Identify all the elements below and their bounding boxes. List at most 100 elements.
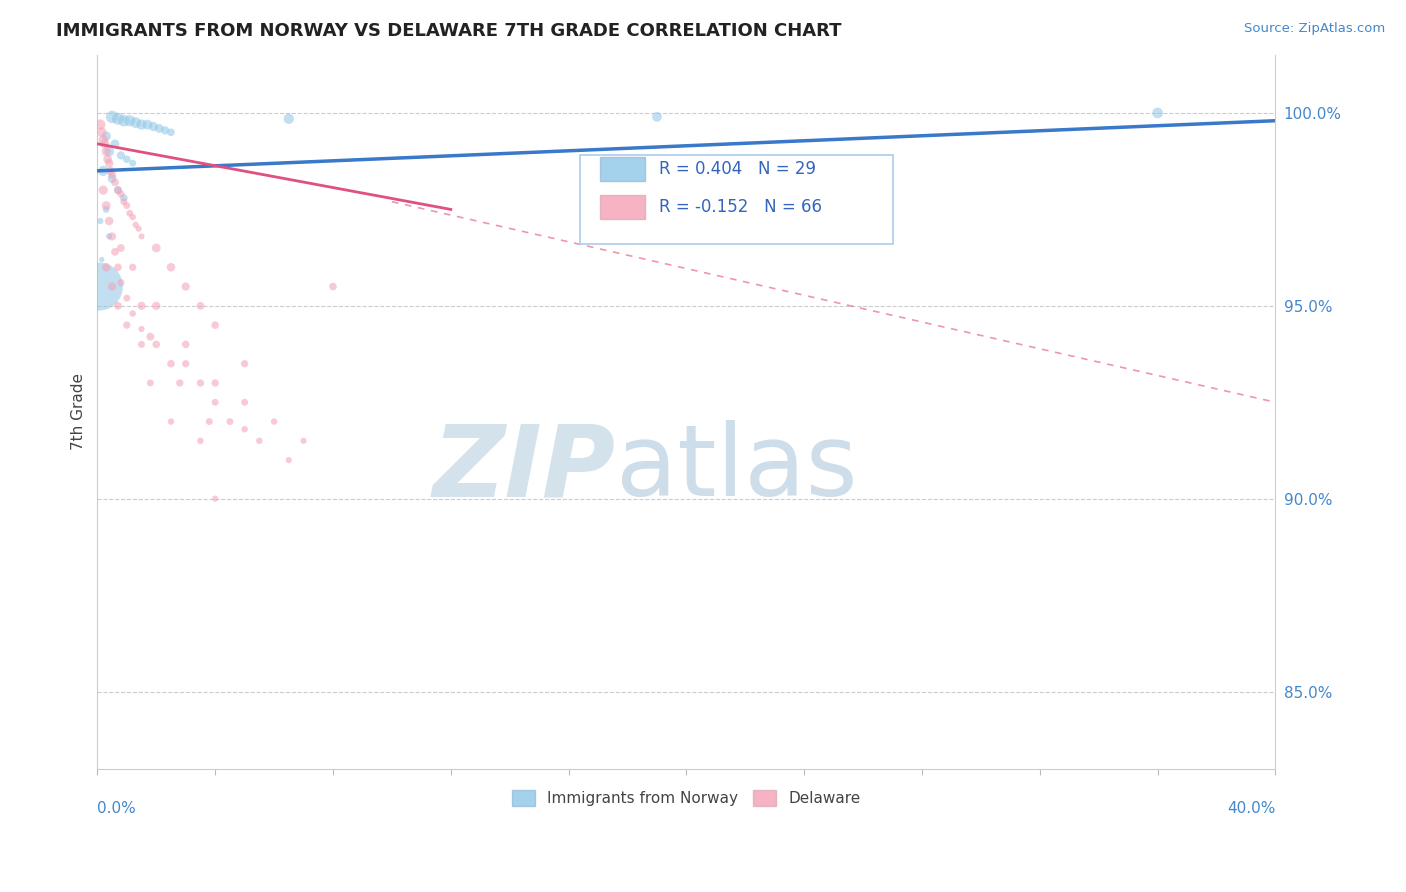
- Point: [110, 148, 132, 162]
- Point: [118, 206, 141, 220]
- Point: [277, 112, 299, 126]
- Point: [104, 244, 127, 259]
- Point: [124, 218, 146, 232]
- Point: [124, 115, 146, 129]
- Text: atlas: atlas: [616, 420, 858, 517]
- Point: [322, 279, 344, 293]
- Point: [160, 125, 183, 139]
- Point: [115, 318, 138, 332]
- Point: [110, 276, 132, 290]
- Point: [107, 183, 129, 197]
- Point: [115, 153, 138, 167]
- Text: ZIP: ZIP: [433, 420, 616, 517]
- Point: [110, 241, 132, 255]
- Bar: [600, 195, 645, 219]
- Bar: [600, 157, 645, 181]
- Point: [160, 260, 183, 275]
- Point: [91, 164, 114, 178]
- Point: [204, 376, 226, 390]
- Point: [198, 415, 221, 429]
- Point: [263, 415, 285, 429]
- FancyBboxPatch shape: [581, 155, 893, 244]
- Point: [204, 318, 226, 332]
- Point: [142, 120, 165, 134]
- Point: [101, 279, 124, 293]
- Point: [131, 337, 153, 351]
- Point: [233, 422, 256, 436]
- Point: [145, 241, 167, 255]
- Point: [190, 434, 212, 448]
- Point: [96, 129, 118, 144]
- Point: [110, 186, 132, 201]
- Point: [96, 145, 118, 159]
- Point: [112, 191, 135, 205]
- Point: [98, 214, 121, 228]
- Legend: Immigrants from Norway, Delaware: Immigrants from Norway, Delaware: [506, 784, 868, 813]
- Point: [90, 252, 112, 267]
- Point: [93, 136, 115, 151]
- Point: [107, 299, 129, 313]
- Point: [100, 164, 122, 178]
- Point: [174, 357, 197, 371]
- Point: [89, 118, 111, 132]
- Text: Source: ZipAtlas.com: Source: ZipAtlas.com: [1244, 22, 1385, 36]
- Point: [128, 221, 150, 235]
- Point: [139, 329, 162, 343]
- Point: [104, 176, 127, 190]
- Point: [233, 395, 256, 409]
- Point: [160, 415, 183, 429]
- Point: [160, 357, 183, 371]
- Point: [107, 112, 129, 126]
- Point: [247, 434, 270, 448]
- Point: [121, 260, 143, 275]
- Point: [145, 337, 167, 351]
- Point: [136, 118, 159, 132]
- Point: [121, 210, 143, 224]
- Point: [91, 183, 114, 197]
- Point: [1146, 106, 1168, 120]
- Point: [131, 299, 153, 313]
- Point: [277, 453, 299, 467]
- Point: [118, 113, 141, 128]
- Point: [101, 110, 124, 124]
- Point: [115, 198, 138, 212]
- Point: [219, 415, 242, 429]
- Point: [104, 136, 127, 151]
- Point: [91, 133, 114, 147]
- Point: [233, 357, 256, 371]
- Point: [121, 307, 143, 321]
- Point: [153, 123, 176, 137]
- Y-axis label: 7th Grade: 7th Grade: [72, 374, 86, 450]
- Point: [139, 376, 162, 390]
- Point: [97, 153, 120, 167]
- Point: [98, 156, 121, 170]
- Point: [87, 279, 110, 293]
- Point: [131, 322, 153, 336]
- Point: [98, 145, 121, 159]
- Point: [148, 121, 170, 136]
- Point: [190, 376, 212, 390]
- Point: [107, 260, 129, 275]
- Point: [174, 337, 197, 351]
- Point: [96, 260, 118, 275]
- Point: [145, 299, 167, 313]
- Point: [645, 110, 668, 124]
- Point: [107, 183, 129, 197]
- Point: [204, 491, 226, 506]
- Point: [292, 434, 315, 448]
- Text: R = -0.152   N = 66: R = -0.152 N = 66: [659, 198, 823, 216]
- Point: [131, 229, 153, 244]
- Point: [96, 198, 118, 212]
- Point: [101, 171, 124, 186]
- Text: 40.0%: 40.0%: [1227, 801, 1275, 816]
- Point: [204, 395, 226, 409]
- Text: R = 0.404   N = 29: R = 0.404 N = 29: [659, 161, 817, 178]
- Text: 0.0%: 0.0%: [97, 801, 136, 816]
- Point: [90, 125, 112, 139]
- Point: [112, 113, 135, 128]
- Point: [98, 229, 121, 244]
- Point: [131, 118, 153, 132]
- Point: [115, 291, 138, 305]
- Point: [96, 202, 118, 217]
- Point: [89, 214, 111, 228]
